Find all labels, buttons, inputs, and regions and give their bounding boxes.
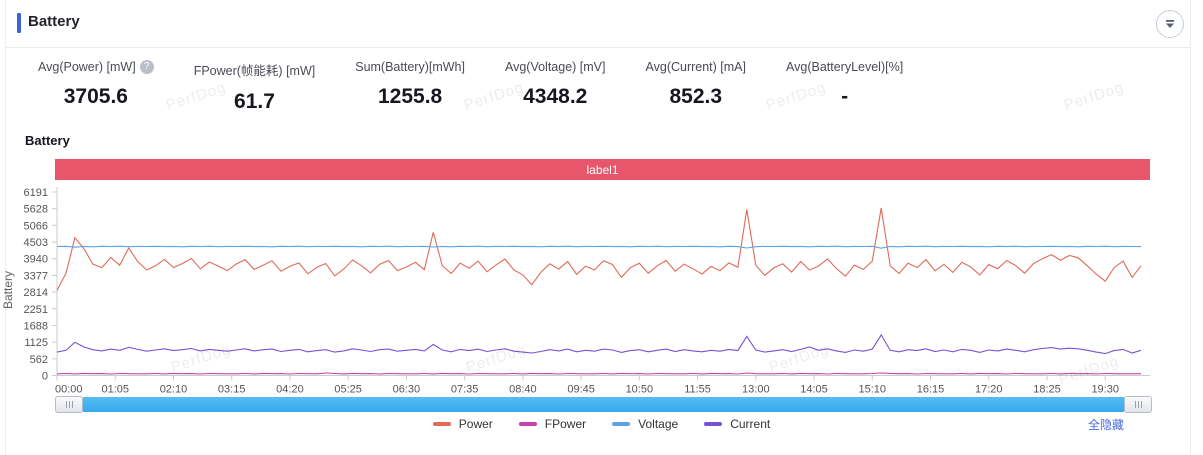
page-title: Battery (28, 13, 80, 30)
svg-text:04:20: 04:20 (276, 384, 304, 396)
svg-text:09:45: 09:45 (567, 384, 595, 396)
svg-text:15:10: 15:10 (859, 384, 887, 396)
voltage-line-marker (612, 422, 631, 426)
series-line-current (56, 333, 1142, 355)
svg-text:2251: 2251 (24, 304, 48, 316)
svg-text:562: 562 (30, 354, 48, 366)
svg-text:5066: 5066 (24, 220, 48, 232)
stat-value: 1255.8 (377, 85, 443, 108)
stat-label: Sum(Battery)[mWh] (355, 60, 465, 74)
svg-text:3940: 3940 (24, 254, 48, 266)
panel-right-border (1190, 0, 1191, 455)
header-separator (6, 47, 1190, 48)
current-line-marker (704, 422, 723, 426)
svg-text:10:50: 10:50 (626, 384, 654, 396)
svg-text:19:30: 19:30 (1091, 384, 1119, 396)
datazoom-left-handle[interactable] (55, 396, 83, 413)
stat-fpower: FPower(帧能耗) [mW] 61.7 (186, 60, 324, 114)
svg-text:06:30: 06:30 (393, 384, 421, 396)
stat-label: Avg(Current) [mA] (645, 60, 747, 74)
collapse-arrow-icon (1166, 20, 1174, 28)
stat-avg-power: Avg(Power) [mW] ? 3705.6 (30, 60, 162, 114)
svg-text:13:00: 13:00 (742, 384, 770, 396)
svg-text:3377: 3377 (24, 270, 48, 282)
svg-text:02:10: 02:10 (160, 384, 188, 396)
battery-line-chart[interactable]: 0 562 1125 1688 2251 2814 3377 3940 4503 5066 5628… (0, 183, 1165, 401)
svg-text:14:05: 14:05 (800, 384, 828, 396)
svg-text:0: 0 (42, 371, 48, 383)
help-icon[interactable]: ? (139, 60, 154, 74)
chart-label-banner: label1 (55, 159, 1150, 180)
legend-item-current[interactable]: Current (704, 417, 770, 431)
stat-value: 3705.6 (63, 85, 128, 108)
series-line-voltage (56, 245, 1142, 249)
datazoom-right-handle[interactable] (1124, 396, 1152, 413)
series-line-fpower (56, 372, 1142, 375)
svg-text:6191: 6191 (24, 187, 48, 199)
stat-value: 61.7 (234, 90, 275, 113)
chart-legend: Power FPower Voltage Current (0, 415, 1203, 433)
banner-label: label1 (586, 162, 619, 177)
svg-text:18:25: 18:25 (1033, 384, 1061, 396)
stat-label: Avg(BatteryLevel)[%] (786, 60, 904, 74)
title-accent-bar (17, 13, 21, 33)
svg-text:11:55: 11:55 (684, 384, 711, 396)
stat-label: FPower(帧能耗) [mW] (193, 64, 316, 78)
svg-text:17:20: 17:20 (975, 384, 1003, 396)
stat-avg-current: Avg(Current) [mA] 852.3 (638, 60, 755, 114)
chart-section-title: Battery (25, 133, 70, 148)
stat-sum-battery: Sum(Battery)[mWh] 1255.8 (347, 60, 473, 114)
perfdog-watermark: PerfDog (1061, 78, 1127, 115)
stat-value: 852.3 (669, 85, 723, 108)
svg-text:03:15: 03:15 (218, 384, 246, 396)
stat-label: Avg(Voltage) [mV] (504, 60, 606, 74)
svg-text:07:35: 07:35 (451, 384, 479, 396)
stat-value: - (841, 85, 849, 108)
svg-text:01:05: 01:05 (101, 384, 129, 396)
stat-avg-voltage: Avg(Voltage) [mV] 4348.2 (497, 60, 614, 114)
svg-text:Battery: Battery (1, 271, 15, 309)
grip-icon (1137, 401, 1139, 408)
svg-text:00:00: 00:00 (55, 384, 83, 396)
power-line-marker (432, 422, 451, 426)
svg-text:5628: 5628 (24, 204, 48, 216)
datazoom-track[interactable] (83, 397, 1124, 412)
legend-item-fpower[interactable]: FPower (518, 417, 586, 431)
series-line-power (56, 207, 1142, 291)
svg-text:4503: 4503 (24, 237, 48, 249)
svg-text:08:40: 08:40 (509, 384, 537, 396)
svg-text:05:25: 05:25 (334, 384, 362, 396)
fpower-line-marker (518, 422, 537, 426)
stat-value: 4348.2 (523, 85, 588, 108)
stat-label: Avg(Power) [mW] (38, 60, 136, 74)
hide-all-link[interactable]: 全隐藏 (1088, 418, 1125, 432)
legend-item-voltage[interactable]: Voltage (612, 417, 678, 431)
stats-row: Avg(Power) [mW] ? 3705.6 FPower(帧能耗) [mW… (30, 60, 911, 114)
datazoom-scrollbar[interactable] (55, 396, 1152, 413)
collapse-chart-button[interactable] (1156, 10, 1184, 38)
panel-left-border (5, 0, 6, 455)
svg-text:16:15: 16:15 (917, 384, 945, 396)
svg-text:2814: 2814 (24, 287, 48, 299)
grip-icon (68, 401, 70, 408)
svg-text:1125: 1125 (24, 337, 48, 349)
svg-text:1688: 1688 (24, 320, 48, 332)
stat-avg-batterylevel: Avg(BatteryLevel)[%] - (778, 60, 911, 114)
legend-item-power[interactable]: Power (432, 417, 493, 431)
